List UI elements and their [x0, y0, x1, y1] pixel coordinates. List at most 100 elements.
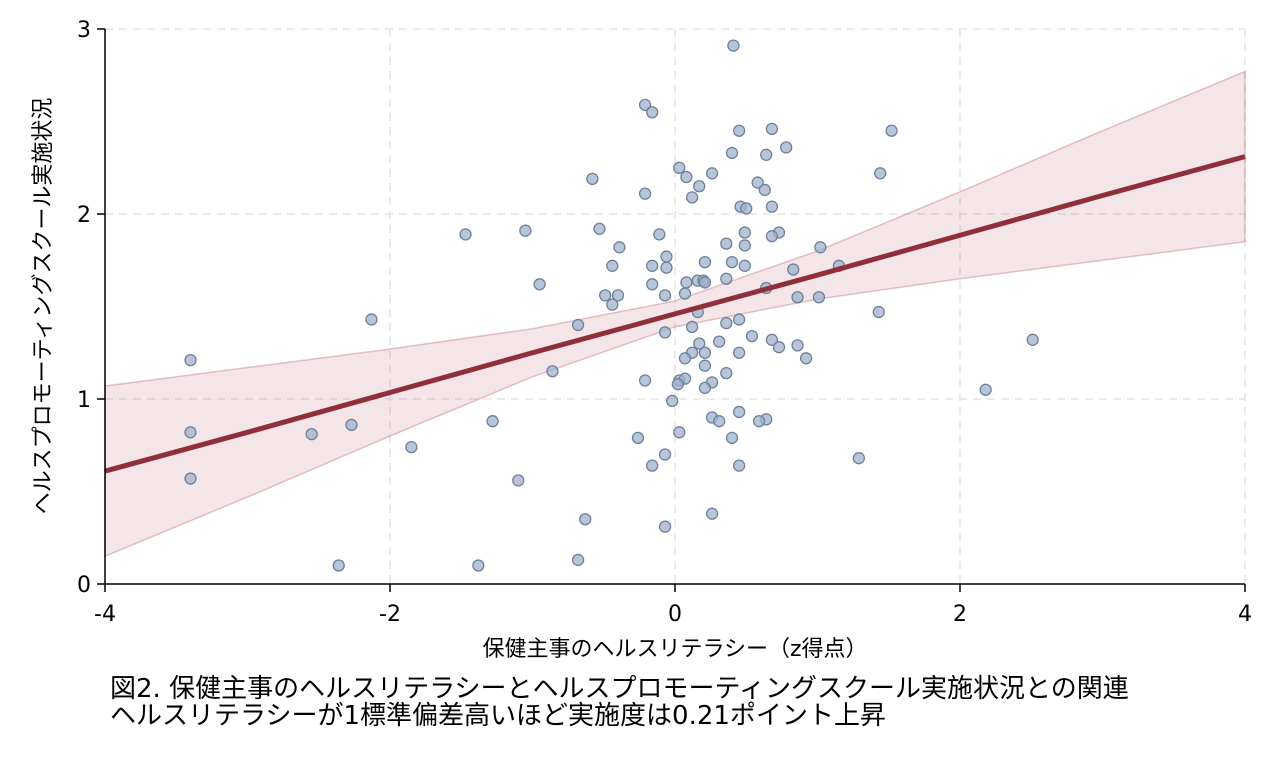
point [678, 352, 692, 365]
point [725, 255, 739, 269]
point [713, 335, 726, 348]
point [765, 122, 779, 136]
point [732, 313, 746, 326]
point [812, 291, 826, 304]
point [671, 378, 684, 391]
point [874, 167, 887, 180]
point [405, 440, 418, 454]
point [638, 98, 652, 111]
y-tick-label: 2 [77, 203, 91, 228]
point [613, 241, 626, 254]
point [658, 289, 672, 302]
y-axis-label: ヘルスプロモーティングスクール実施状況 [31, 98, 56, 515]
point [738, 259, 751, 272]
point [519, 224, 532, 237]
point [666, 394, 679, 408]
point [546, 365, 559, 378]
point [606, 259, 619, 272]
point [184, 472, 197, 485]
point [765, 230, 779, 243]
point [698, 346, 712, 359]
point [799, 352, 813, 365]
x-tick-label: 0 [668, 602, 682, 627]
point [738, 239, 751, 252]
point [872, 305, 885, 319]
point [713, 415, 726, 428]
point [852, 452, 865, 465]
point [345, 418, 358, 432]
x-tick-label: 4 [1238, 602, 1252, 627]
point [486, 415, 499, 428]
point [472, 559, 485, 572]
point [305, 427, 318, 441]
point [751, 176, 764, 189]
point [660, 250, 673, 263]
caption-line: ヘルスリテラシーが1標準偏差高いほど実施度は0.21ポイント上昇 [110, 701, 886, 731]
point [727, 39, 740, 52]
point [586, 172, 599, 186]
point [646, 106, 659, 119]
point [638, 374, 652, 387]
point [738, 226, 751, 239]
point [638, 187, 652, 200]
point [512, 474, 525, 487]
point [653, 228, 666, 241]
y-tick-label: 1 [77, 388, 91, 413]
point [787, 263, 800, 276]
point [760, 148, 773, 161]
point [685, 320, 699, 334]
point [705, 507, 719, 520]
point [571, 553, 585, 567]
point [979, 383, 992, 396]
x-tick-label: -2 [379, 602, 401, 627]
caption-line: 図2. 保健主事のヘルスリテラシーとヘルスプロモーティングスクール実施状況との関… [110, 674, 1129, 704]
point [780, 141, 793, 154]
point [678, 287, 692, 300]
x-axis-label: 保健主事のヘルスリテラシー（z得点） [482, 637, 867, 662]
point [720, 316, 733, 330]
point [885, 124, 898, 137]
point [791, 339, 804, 352]
point [658, 326, 672, 339]
point [732, 124, 746, 137]
point [673, 426, 686, 439]
point [732, 346, 746, 359]
point [698, 276, 712, 289]
point [698, 381, 712, 395]
point [698, 359, 712, 372]
point [791, 291, 804, 304]
point [533, 278, 546, 291]
point [772, 341, 786, 354]
point [680, 276, 693, 289]
point [646, 259, 659, 272]
point [814, 241, 827, 254]
point [740, 202, 753, 215]
point [693, 180, 706, 193]
point [720, 366, 733, 380]
point [599, 289, 612, 302]
x-tick-label: 2 [953, 602, 967, 627]
point [660, 261, 673, 274]
point [680, 170, 693, 184]
point [673, 161, 686, 174]
point [720, 237, 733, 250]
point [720, 272, 733, 285]
point [732, 459, 746, 472]
point [658, 520, 672, 533]
point [593, 222, 606, 235]
point [765, 333, 779, 346]
point [698, 255, 712, 269]
point [658, 448, 672, 461]
point [646, 278, 659, 291]
y-tick-label: 0 [77, 573, 91, 598]
point [571, 318, 585, 332]
fit-line [104, 154, 1246, 474]
point [332, 559, 345, 572]
point [705, 167, 719, 180]
point [725, 431, 739, 445]
point [725, 146, 739, 160]
point [365, 313, 378, 326]
point [758, 183, 771, 197]
point [745, 329, 759, 343]
point [606, 298, 619, 311]
